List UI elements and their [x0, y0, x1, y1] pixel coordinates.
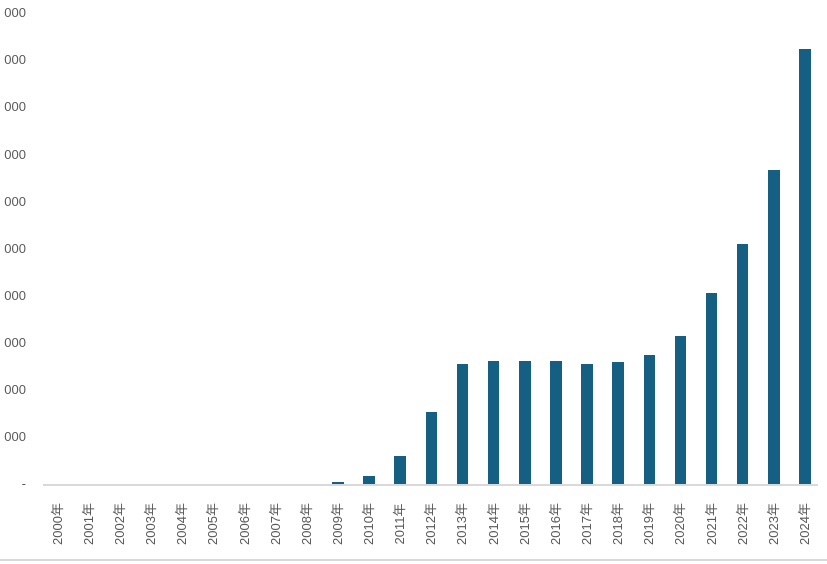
y-axis-tick-label: 000: [4, 99, 26, 115]
bar-2022年: [736, 243, 749, 484]
bar-2017年: [581, 364, 593, 484]
x-axis-tick-label: 2010年: [361, 502, 377, 545]
y-axis-tick-label: 000: [4, 287, 26, 303]
x-axis-tick-label: 2005年: [205, 502, 221, 545]
x-axis-tick-label: 2013年: [454, 502, 470, 545]
y-axis-tick-label: 000: [4, 381, 26, 397]
x-axis-tick-label: 2002年: [112, 502, 128, 545]
bar-2019年: [643, 354, 656, 484]
y-axis-tick-label: 000: [4, 334, 26, 350]
bar-2016年: [550, 361, 562, 484]
y-axis-tick-label: 000: [4, 240, 26, 256]
bar-2015年: [519, 360, 531, 484]
y-axis-tick-label: 000: [4, 146, 26, 162]
x-axis-tick-label: 2012年: [423, 502, 439, 545]
y-axis-tick-label: 000: [4, 193, 26, 209]
x-axis-tick-label: 2023年: [765, 502, 781, 545]
x-axis-tick-label: 2014年: [485, 502, 501, 545]
bar-2012年: [425, 412, 438, 484]
x-axis-tick-label: 2009年: [329, 502, 345, 545]
x-axis-tick-label: 2007年: [267, 502, 283, 545]
bar-2010年: [363, 475, 375, 484]
x-axis-tick-label: 2020年: [672, 502, 688, 545]
bar-2018年: [612, 362, 624, 484]
x-axis-tick-label: 2004年: [174, 502, 190, 545]
chart-bottom-border-line: [0, 559, 827, 561]
y-axis-tick-label: 000: [4, 5, 26, 21]
bar-2024年: [799, 48, 811, 484]
x-axis-tick-label: 2022年: [734, 502, 750, 545]
bar-2013年: [456, 363, 469, 484]
y-axis-tick-label: -: [21, 476, 26, 491]
x-axis-tick-label: 2008年: [298, 502, 314, 545]
bar-2020年: [674, 335, 687, 484]
x-axis-tick-label: 2019年: [641, 502, 657, 545]
y-axis-tick-label: 000: [4, 52, 26, 68]
bar-2014年: [487, 360, 500, 484]
x-axis-line: [43, 484, 818, 486]
x-axis-tick-label: 2006年: [236, 502, 252, 545]
x-axis-tick-label: 2021年: [703, 502, 719, 545]
bar-2011年: [394, 455, 406, 484]
x-axis-tick-label: 2011年: [392, 503, 408, 544]
bar-2009年: [332, 482, 344, 484]
bar-2023年: [768, 170, 780, 484]
x-axis-tick-label: 2001年: [80, 502, 96, 545]
x-axis-tick-label: 2000年: [49, 502, 65, 545]
x-axis-tick-label: 2017年: [579, 502, 594, 545]
x-axis-tick-label: 2003年: [143, 502, 159, 545]
x-axis-tick-label: 2024年: [796, 502, 812, 545]
bar-2021年: [705, 293, 718, 484]
y-axis-tick-label: 000: [4, 428, 26, 444]
x-axis-tick-label: 2016年: [547, 502, 563, 545]
x-axis-tick-label: 2015年: [516, 502, 532, 545]
x-axis-tick-label: 2018年: [610, 502, 626, 545]
